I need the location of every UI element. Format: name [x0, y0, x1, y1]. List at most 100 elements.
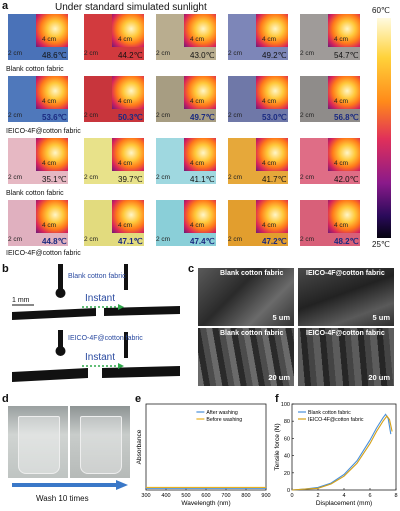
- colorbar-max-label: 60℃: [372, 6, 390, 15]
- panel-label-f: f: [275, 393, 279, 405]
- temperature-label: 54.7℃: [334, 51, 359, 60]
- temperature-label: 47.4℃: [190, 237, 215, 246]
- y-tick-label: 40: [284, 454, 290, 460]
- temperature-label: 44.2℃: [118, 51, 143, 60]
- temperature-label: 53.0℃: [262, 113, 287, 122]
- y-axis-label: Tensile force (N): [274, 423, 281, 470]
- x-tick-label: 500: [181, 493, 190, 499]
- x-axis-label: Wavelength (nm): [181, 500, 230, 507]
- thermal-image: [328, 200, 360, 233]
- temperature-label: 48.2℃: [334, 237, 359, 246]
- panel-a-title: Under standard simulated sunlight: [55, 2, 207, 13]
- legend-label-0: After washing: [206, 410, 238, 416]
- x-tick-label: 700: [221, 493, 230, 499]
- chart-absorbance: 300 400 500 600 700 800 900 Wavelength (nm) Abso…: [136, 403, 271, 507]
- temperature-label: 42.0℃: [334, 175, 359, 184]
- y-tick-label: 60: [284, 436, 290, 442]
- y-tick-label: 20: [284, 471, 290, 477]
- sem-image-1: Blank cotton fabric 5 um: [198, 268, 294, 326]
- thermal-tile: 2 cm 4 cm: [84, 14, 144, 60]
- fabric-scale-label: 2 cm: [228, 174, 243, 181]
- thermal-scale-label: 4 cm: [42, 36, 57, 43]
- fabric-scale-label: 2 cm: [8, 50, 23, 57]
- fabric-scale-label: 2 cm: [84, 50, 99, 57]
- temperature-label: 48.6℃: [42, 51, 67, 60]
- fabric-scale-label: 2 cm: [156, 174, 171, 181]
- temperature-label: 44.8℃: [42, 237, 67, 246]
- sem-3-label: Blank cotton fabric: [220, 330, 284, 337]
- temperature-label: 41.1℃: [190, 175, 215, 184]
- thermal-tile: 2 cm 4 cm: [300, 138, 360, 184]
- tensile-diagram: [12, 264, 180, 382]
- sem-2-scale: 5 um: [372, 313, 390, 322]
- photo-after-wash: [70, 406, 130, 478]
- x-tick-label: 2: [316, 493, 319, 499]
- thermal-tile: 2 cm 4 cm: [84, 138, 144, 184]
- temperature-label: 41.7℃: [262, 175, 287, 184]
- legend-label-1: Before washing: [206, 417, 242, 423]
- panel-b-instant-top: Instant: [85, 293, 116, 304]
- thermal-scale-label: 4 cm: [262, 98, 277, 105]
- temperature-label: 39.7℃: [118, 175, 143, 184]
- thermal-image: [328, 14, 360, 47]
- row-label-3: Blank cotton fabric: [6, 190, 64, 197]
- fabric-scale-label: 2 cm: [228, 50, 243, 57]
- thermal-image: [184, 138, 216, 171]
- sem-2-label: IEICO-4F@cotton fabric: [306, 270, 385, 277]
- thermal-tile: 2 cm 4 cm: [8, 76, 68, 122]
- thermal-image: [112, 200, 144, 233]
- panel-b-instant-bottom: Instant: [85, 352, 116, 363]
- x-tick-label: 800: [241, 493, 250, 499]
- y-axis-label: Absorbance: [136, 429, 143, 464]
- thermal-image: [184, 200, 216, 233]
- thermal-scale-label: 4 cm: [190, 98, 205, 105]
- thermal-scale-label: 4 cm: [42, 222, 57, 229]
- row-label-bottom: IEICO-4F@cotton fabric: [6, 250, 81, 257]
- thermal-scale-label: 4 cm: [262, 36, 277, 43]
- row-label-2: IEICO-4F@cotton fabric: [6, 128, 81, 135]
- fabric-scale-label: 2 cm: [8, 236, 23, 243]
- sem-4-label: IEICO-4F@cotton fabric: [306, 330, 385, 337]
- thermal-scale-label: 4 cm: [334, 222, 349, 229]
- x-tick-label: 6: [368, 493, 371, 499]
- thermal-image: [184, 76, 216, 109]
- thermal-image: [36, 200, 68, 233]
- legend-label-0: Blank cotton fabric: [308, 410, 351, 416]
- thermal-tile: 2 cm 4 cm: [156, 138, 216, 184]
- fabric-scale-label: 2 cm: [84, 174, 99, 181]
- y-tick-label: 100: [281, 402, 290, 408]
- sem-image-2: IEICO-4F@cotton fabric 5 um: [298, 268, 394, 326]
- x-tick-label: 300: [141, 493, 150, 499]
- thermal-tile: 2 cm 4 cm: [228, 76, 288, 122]
- temperature-label: 47.2℃: [262, 237, 287, 246]
- x-tick-label: 4: [342, 493, 345, 499]
- thermal-tile: 2 cm 4 cm: [8, 14, 68, 60]
- thermal-image: [256, 14, 288, 47]
- thermal-scale-label: 4 cm: [262, 160, 277, 167]
- thermal-scale-label: 4 cm: [118, 98, 133, 105]
- thermal-scale-label: 4 cm: [262, 222, 277, 229]
- panel-label-c: c: [188, 263, 195, 275]
- x-tick-label: 0: [290, 493, 293, 499]
- thermal-image: [36, 76, 68, 109]
- thermal-image: [112, 14, 144, 47]
- row-label-1: Blank cotton fabric: [6, 66, 64, 73]
- thermal-tile: 2 cm 4 cm: [8, 200, 68, 246]
- fabric-scale-label: 2 cm: [8, 174, 23, 181]
- thermal-scale-label: 4 cm: [118, 222, 133, 229]
- sem-1-scale: 5 um: [272, 313, 290, 322]
- wash-caption: Wash 10 times: [36, 494, 89, 503]
- fabric-scale-label: 2 cm: [84, 112, 99, 119]
- thermal-image: [328, 138, 360, 171]
- thermal-scale-label: 4 cm: [334, 160, 349, 167]
- panel-label-a: a: [2, 0, 9, 12]
- thermal-tile: 2 cm 4 cm: [228, 14, 288, 60]
- series-line-0: [291, 413, 392, 491]
- panel-label-e: e: [135, 393, 142, 405]
- thermal-tile: 2 cm 4 cm: [228, 138, 288, 184]
- thermal-tile: 2 cm 4 cm: [84, 76, 144, 122]
- panel-label-b: b: [2, 263, 9, 275]
- thermal-image: [112, 76, 144, 109]
- thermal-scale-label: 4 cm: [334, 98, 349, 105]
